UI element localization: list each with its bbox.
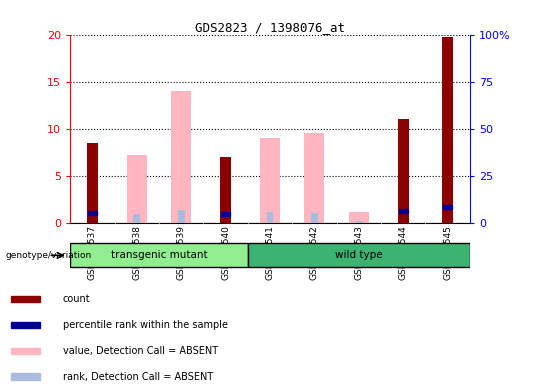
Bar xyxy=(399,209,408,213)
Bar xyxy=(349,212,369,223)
Text: GDS2823 / 1398076_at: GDS2823 / 1398076_at xyxy=(195,21,345,34)
Bar xyxy=(260,138,280,223)
Bar xyxy=(311,213,318,223)
Bar xyxy=(11,296,40,302)
Bar xyxy=(443,205,452,209)
Bar xyxy=(70,223,470,270)
Bar xyxy=(171,91,191,223)
Bar xyxy=(11,373,40,380)
Bar xyxy=(355,221,362,223)
Bar xyxy=(87,143,98,223)
Text: transgenic mutant: transgenic mutant xyxy=(111,250,207,260)
Text: percentile rank within the sample: percentile rank within the sample xyxy=(63,320,228,330)
Text: wild type: wild type xyxy=(335,250,383,260)
Bar xyxy=(88,212,97,215)
Bar xyxy=(267,212,273,223)
Text: count: count xyxy=(63,294,90,304)
Bar xyxy=(11,348,40,354)
Text: rank, Detection Call = ABSENT: rank, Detection Call = ABSENT xyxy=(63,372,213,382)
Bar xyxy=(178,210,185,223)
Text: value, Detection Call = ABSENT: value, Detection Call = ABSENT xyxy=(63,346,218,356)
Bar xyxy=(221,212,230,216)
Bar xyxy=(220,157,231,223)
Text: genotype/variation: genotype/variation xyxy=(5,251,92,260)
Bar xyxy=(305,133,325,223)
Bar xyxy=(11,321,40,328)
Bar xyxy=(70,243,248,268)
Bar xyxy=(397,119,409,223)
Bar xyxy=(248,243,470,268)
Bar xyxy=(127,155,147,223)
Bar xyxy=(133,214,140,223)
Bar xyxy=(442,37,453,223)
